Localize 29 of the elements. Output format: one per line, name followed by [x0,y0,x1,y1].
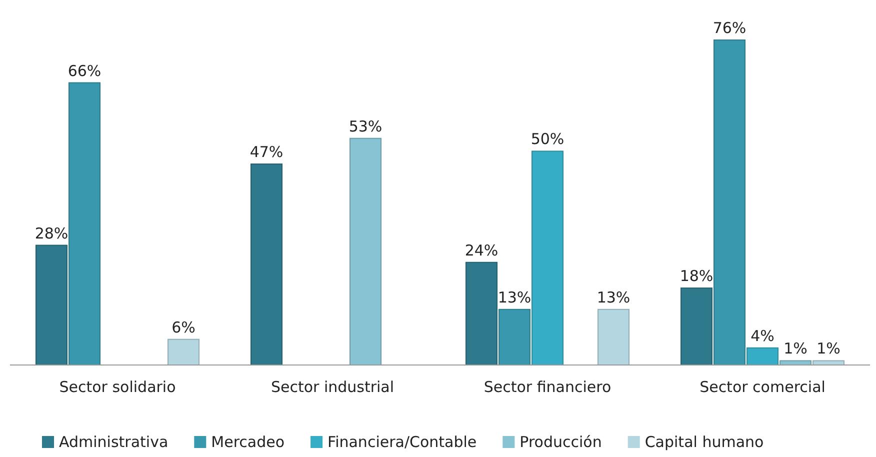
bar [598,308,630,366]
data-label: 13% [498,288,532,306]
data-label: 66% [68,62,102,80]
x-tick-label: Sector solidario [59,378,176,396]
data-label: 13% [596,288,630,306]
bar [168,338,200,366]
bar [250,164,282,366]
data-label: 28% [34,224,68,242]
legend-label: Producción [520,433,602,451]
data-label: 1% [816,340,840,358]
x-tick-label: Sector industrial [270,378,394,396]
data-label: 76% [712,19,746,37]
legend-label: Mercadeo [211,433,285,451]
data-label: 24% [464,241,498,260]
legend-label: Administrativa [59,433,168,451]
data-label: 47% [250,143,284,162]
data-label: 1% [784,340,808,358]
legend-label: Capital humano [644,433,764,451]
data-label: 53% [348,117,382,136]
bar [350,138,382,366]
bar [746,347,778,366]
data-label: 18% [680,267,714,286]
data-label: 6% [172,318,196,336]
x-tick-label: Sector comercial [700,378,826,396]
legend-label: Financiera/Contable [328,433,477,451]
x-tick-label: Sector financiero [484,378,612,396]
bar [532,150,564,366]
data-label: 50% [530,130,564,148]
data-label: 4% [750,326,774,345]
